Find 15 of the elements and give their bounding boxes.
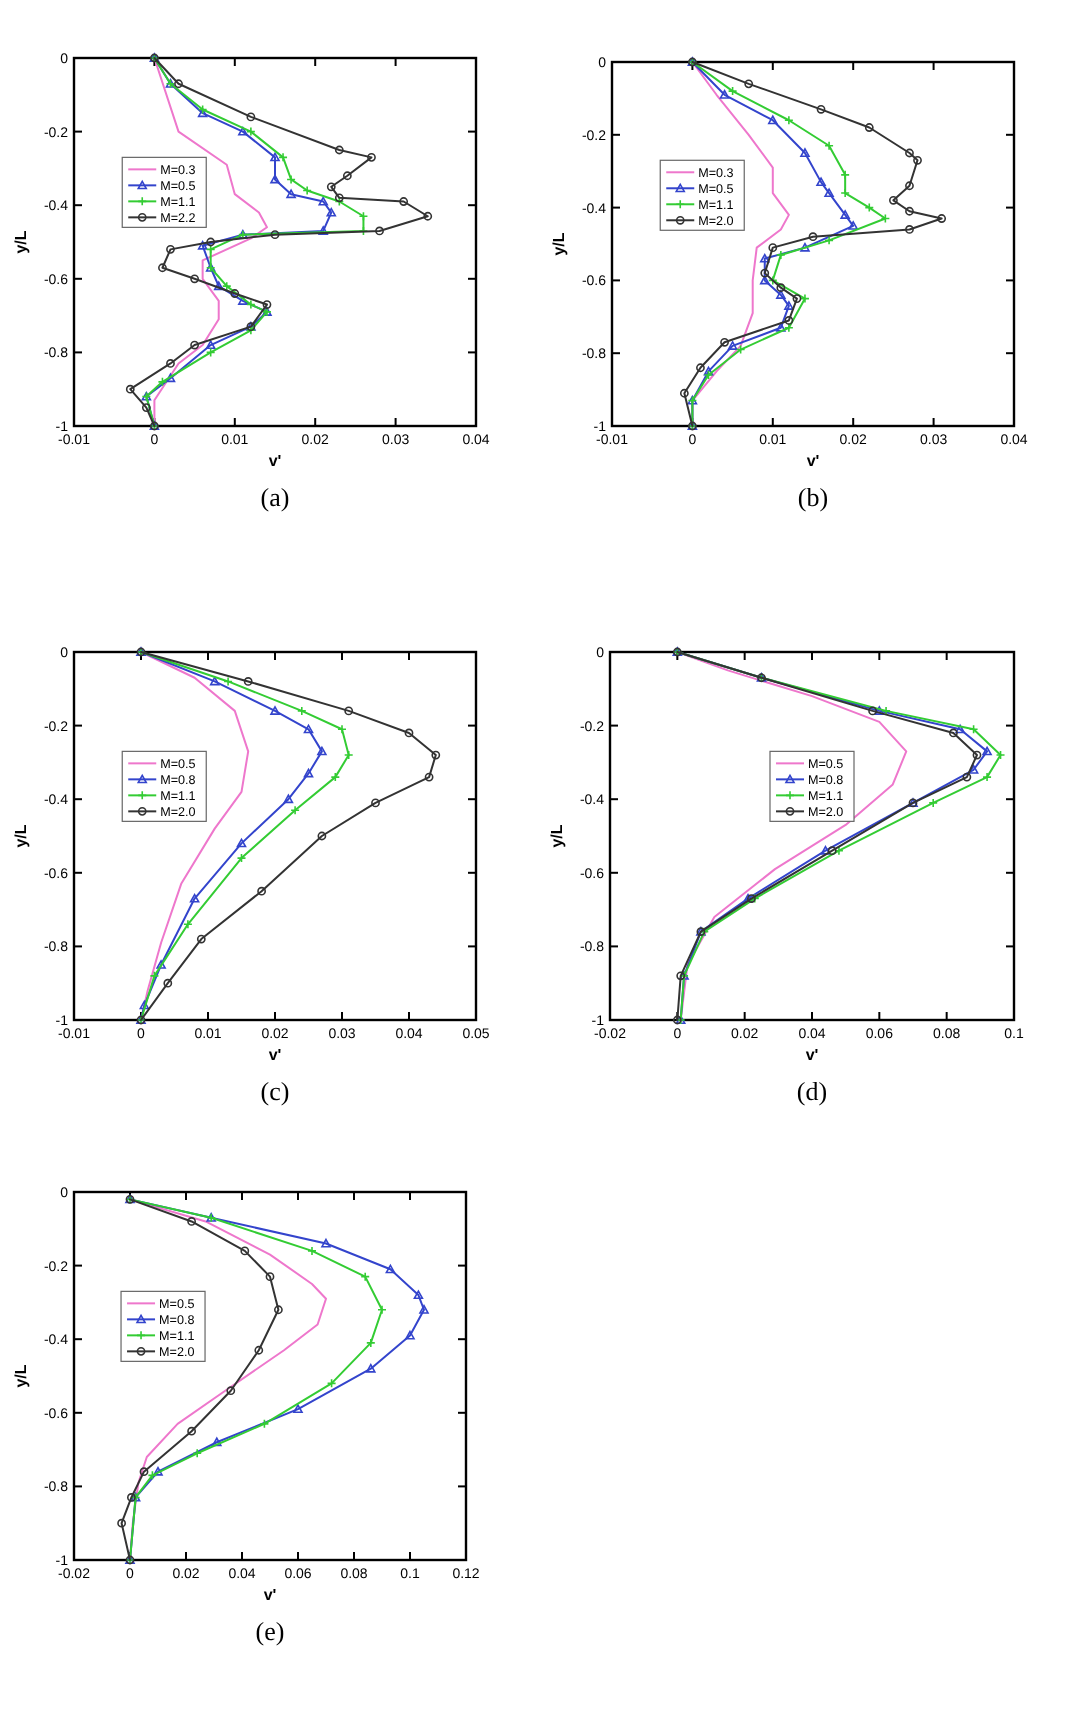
text: (d) bbox=[796, 1076, 828, 1106]
text: (e) bbox=[255, 1616, 285, 1646]
text: (a) bbox=[260, 482, 290, 512]
x-axis-title: v' bbox=[805, 1046, 819, 1064]
text: (b) bbox=[797, 482, 829, 512]
y-axis-title: y/L bbox=[12, 1364, 30, 1388]
x-axis-title: v' bbox=[806, 452, 820, 470]
y-axis-title: y/L bbox=[12, 230, 30, 254]
y-axis-title: y/L bbox=[548, 824, 566, 848]
x-axis-title: v' bbox=[268, 1046, 282, 1064]
x-axis-title: v' bbox=[268, 452, 282, 470]
y-axis-title: y/L bbox=[12, 824, 30, 848]
x-axis-title: v' bbox=[263, 1586, 277, 1604]
y-axis-title: y/L bbox=[550, 232, 568, 256]
text: (c) bbox=[260, 1076, 290, 1106]
